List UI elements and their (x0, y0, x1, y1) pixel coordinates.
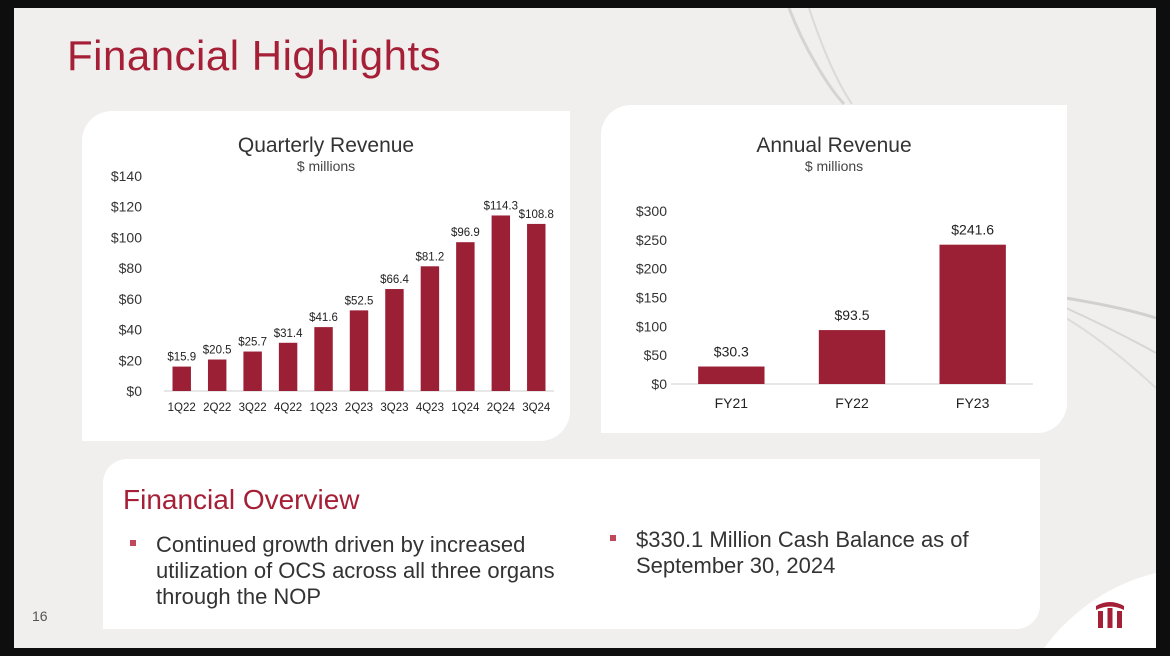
annual-x-tick-label: FY21 (715, 395, 749, 411)
quarterly-y-tick-label: $20 (119, 352, 143, 368)
annual-revenue-chart: $0 $50 $100 $150 $200 $250 $300 $30.3 FY21 $93.5 F… (636, 203, 1033, 411)
quarterly-bar-1q23 (314, 327, 333, 391)
quarterly-y-tick-label: $40 (119, 322, 143, 338)
quarterly-bar-3q24 (527, 223, 546, 391)
quarterly-data-label: $114.3 (484, 200, 518, 212)
quarterly-bar-1q24 (456, 242, 475, 391)
annual-data-label: $30.3 (714, 344, 749, 360)
page-number: 16 (32, 608, 48, 624)
annual-y-tick-label: $0 (651, 376, 667, 392)
annual-bar-fy21 (698, 366, 765, 384)
quarterly-x-tick-label: 3Q23 (380, 402, 408, 414)
annual-y-tick-label: $50 (644, 347, 668, 363)
quarterly-x-tick-label: 1Q23 (309, 402, 337, 414)
slide: Financial Highlights Quarterly Revenue $… (14, 8, 1156, 648)
quarterly-data-label: $41.6 (309, 312, 338, 324)
quarterly-x-tick-label: 2Q24 (487, 402, 516, 414)
annual-x-tick-label: FY23 (956, 395, 990, 411)
quarterly-data-label: $31.4 (274, 328, 303, 340)
quarterly-x-tick-label: 1Q24 (451, 402, 480, 414)
quarterly-y-tick-label: $60 (119, 291, 143, 307)
annual-y-tick-label: $250 (636, 232, 667, 248)
annual-chart-subtitle: $ millions (804, 158, 864, 174)
bullet-marker-icon (130, 540, 136, 546)
quarterly-y-tick-label: $140 (111, 168, 142, 184)
quarterly-bar-3q22 (243, 351, 262, 391)
background-decoration (787, 8, 1156, 648)
quarterly-x-tick-label: 1Q22 (168, 402, 196, 414)
quarterly-data-label: $96.9 (451, 227, 480, 239)
quarterly-data-label: $15.9 (167, 352, 196, 364)
annual-bar-fy23 (939, 244, 1006, 384)
quarterly-bar-3q23 (385, 289, 404, 391)
annual-y-tick-label: $200 (636, 261, 667, 277)
quarterly-data-label: $20.5 (203, 345, 232, 357)
financial-overview-card: Financial Overview Continued growth driv… (103, 459, 1040, 629)
company-logo-icon (1096, 602, 1124, 628)
bullet-text: $330.1 Million Cash Balance as of Septem… (636, 527, 969, 578)
annual-revenue-card: Annual Revenue $ millions $0 $50 $100 $150 $… (601, 105, 1067, 433)
quarterly-chart-title: Quarterly Revenue (237, 134, 415, 157)
quarterly-bar-2q23 (349, 310, 369, 391)
quarterly-y-tick-label: $80 (119, 260, 143, 276)
quarterly-revenue-card: Quarterly Revenue $ millions $0 $20 $40 $60… (82, 111, 570, 441)
quarterly-bar-1q22 (172, 366, 191, 391)
quarterly-x-tick-label: 3Q22 (239, 402, 267, 414)
quarterly-x-tick-label: 2Q23 (345, 402, 373, 414)
quarterly-x-tick-label: 4Q22 (274, 402, 302, 414)
quarterly-data-label: $66.4 (380, 274, 409, 286)
quarterly-bar-2q22 (207, 359, 227, 391)
quarterly-y-tick-label: $100 (111, 229, 142, 245)
quarterly-bar-4q23 (420, 266, 440, 391)
quarterly-x-tick-label: 3Q24 (522, 402, 551, 414)
annual-x-tick-label: FY22 (835, 395, 869, 411)
bullet-text: Continued growth driven by increased uti… (156, 532, 555, 609)
quarterly-x-tick-label: 4Q23 (416, 402, 444, 414)
quarterly-chart-subtitle: $ millions (296, 158, 356, 174)
quarterly-revenue-chart: $0 $20 $40 $60 $80 $100 $120 $140 $15.9 1Q22 $20.5… (111, 168, 554, 414)
quarterly-data-label: $25.7 (238, 337, 267, 349)
quarterly-y-tick-label: $120 (111, 199, 142, 215)
quarterly-x-tick-label: 2Q22 (203, 402, 231, 414)
overview-bullet-growth: Continued growth driven by increased uti… (130, 532, 576, 610)
annual-bar-fy22 (818, 330, 886, 384)
quarterly-bar-2q24 (491, 215, 511, 391)
annual-chart-title: Annual Revenue (756, 134, 912, 157)
overview-bullet-cash: $330.1 Million Cash Balance as of Septem… (610, 527, 996, 579)
annual-y-tick-label: $300 (636, 203, 667, 219)
quarterly-bar-4q22 (278, 342, 298, 391)
quarterly-data-label: $52.5 (345, 295, 374, 307)
annual-y-tick-label: $150 (636, 290, 667, 306)
annual-data-label: $241.6 (951, 222, 994, 238)
quarterly-data-label: $108.8 (519, 209, 554, 221)
page-title: Financial Highlights (67, 32, 442, 79)
annual-y-tick-label: $100 (636, 318, 667, 334)
annual-data-label: $93.5 (834, 307, 869, 323)
quarterly-data-label: $81.2 (416, 251, 445, 263)
bullet-marker-icon (610, 535, 616, 541)
overview-title: Financial Overview (123, 484, 360, 515)
quarterly-y-tick-label: $0 (126, 383, 142, 399)
